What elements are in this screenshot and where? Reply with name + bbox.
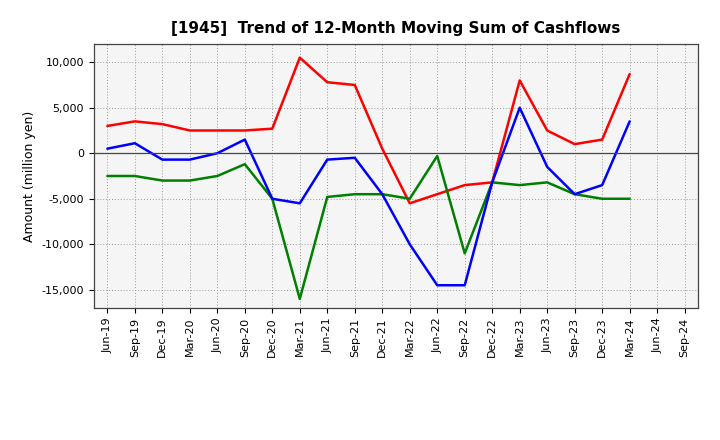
Investing Cashflow [295,296,304,301]
Investing Cashflow [516,183,524,188]
Investing Cashflow [103,173,112,179]
Line: Free Cashflow: Free Cashflow [107,108,630,285]
Operating Cashflow [516,78,524,83]
Investing Cashflow [323,194,332,200]
Operating Cashflow [378,146,387,151]
Operating Cashflow [570,142,579,147]
Free Cashflow [460,282,469,288]
Investing Cashflow [130,173,139,179]
Free Cashflow [598,183,606,188]
Investing Cashflow [460,251,469,256]
Free Cashflow [268,196,276,202]
Free Cashflow [103,146,112,151]
Operating Cashflow [186,128,194,133]
Operating Cashflow [268,126,276,131]
Investing Cashflow [405,196,414,202]
Operating Cashflow [240,128,249,133]
Free Cashflow [488,180,497,185]
Free Cashflow [433,282,441,288]
Investing Cashflow [240,161,249,167]
Operating Cashflow [543,128,552,133]
Operating Cashflow [295,55,304,60]
Free Cashflow [543,164,552,169]
Free Cashflow [130,141,139,146]
Line: Operating Cashflow: Operating Cashflow [107,58,630,203]
Y-axis label: Amount (million yen): Amount (million yen) [23,110,36,242]
Free Cashflow [378,191,387,197]
Operating Cashflow [351,82,359,88]
Investing Cashflow [543,180,552,185]
Free Cashflow [351,155,359,161]
Free Cashflow [240,137,249,142]
Free Cashflow [158,157,166,162]
Free Cashflow [570,191,579,197]
Free Cashflow [186,157,194,162]
Investing Cashflow [186,178,194,183]
Investing Cashflow [213,173,222,179]
Investing Cashflow [268,196,276,202]
Operating Cashflow [130,119,139,124]
Investing Cashflow [378,191,387,197]
Investing Cashflow [570,191,579,197]
Free Cashflow [516,105,524,110]
Operating Cashflow [103,123,112,128]
Operating Cashflow [433,191,441,197]
Operating Cashflow [323,80,332,85]
Title: [1945]  Trend of 12-Month Moving Sum of Cashflows: [1945] Trend of 12-Month Moving Sum of C… [171,21,621,36]
Operating Cashflow [598,137,606,142]
Operating Cashflow [405,201,414,206]
Operating Cashflow [460,183,469,188]
Line: Investing Cashflow: Investing Cashflow [107,156,630,299]
Free Cashflow [626,119,634,124]
Operating Cashflow [626,71,634,77]
Free Cashflow [295,201,304,206]
Investing Cashflow [598,196,606,202]
Operating Cashflow [158,121,166,127]
Investing Cashflow [488,180,497,185]
Free Cashflow [405,242,414,247]
Investing Cashflow [433,153,441,158]
Operating Cashflow [213,128,222,133]
Investing Cashflow [158,178,166,183]
Operating Cashflow [488,180,497,185]
Investing Cashflow [626,196,634,202]
Investing Cashflow [351,191,359,197]
Free Cashflow [213,150,222,156]
Free Cashflow [323,157,332,162]
